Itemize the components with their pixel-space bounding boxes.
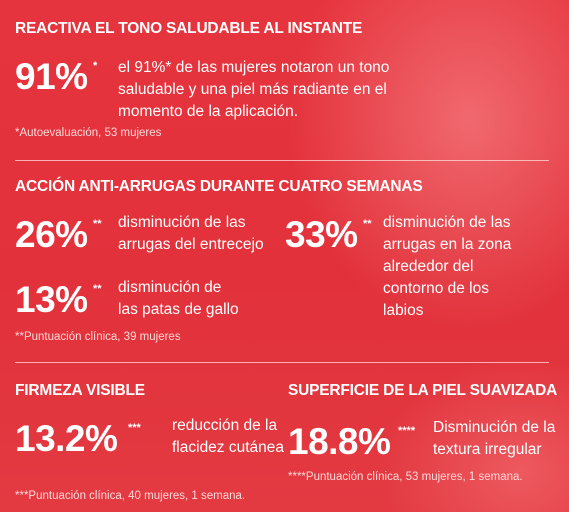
- divider: [15, 160, 549, 161]
- stat-text: reducción de la: [172, 417, 278, 434]
- stat-text: labios: [383, 302, 424, 319]
- stat-mark: ****: [398, 425, 416, 437]
- stat-mark: **: [363, 218, 372, 230]
- stat-mark: ***: [128, 422, 141, 434]
- stat-value: 13%: [15, 279, 88, 320]
- section-title: REACTIVA EL TONO SALUDABLE AL INSTANTE: [15, 20, 363, 37]
- stat-text: arrugas del entrecejo: [118, 236, 264, 253]
- footnote: ***Puntuación clínica, 40 mujeres, 1 sem…: [15, 490, 246, 502]
- stat-text: el 91%* de las mujeres notaron un tono: [118, 59, 390, 76]
- stat-value: 13.2%: [15, 418, 118, 459]
- stat-value: 18.8%: [288, 421, 391, 462]
- footnote: *Autoevaluación, 53 mujeres: [15, 127, 162, 139]
- stat-text: saludable y una piel más radiante en el: [118, 81, 387, 98]
- stat-text: alrededor del: [383, 258, 474, 275]
- stat-text: momento de la aplicación.: [118, 103, 299, 120]
- stat-mark: **: [93, 283, 102, 295]
- stat-text: arrugas en la zona: [383, 236, 512, 253]
- section-title: FIRMEZA VISIBLE: [15, 382, 145, 399]
- stat-value: 91%: [15, 56, 88, 97]
- stat-text: las patas de gallo: [118, 301, 239, 318]
- stat-text: disminución de las: [383, 214, 511, 231]
- stat-text: flacidez cutánea: [172, 439, 285, 456]
- stat-text: Disminución de la: [433, 419, 556, 436]
- stat-value: 26%: [15, 214, 88, 255]
- stat-mark: **: [93, 218, 102, 230]
- footnote: ****Puntuación clínica, 53 mujeres, 1 se…: [288, 471, 523, 483]
- stat-text: disminución de: [118, 279, 222, 296]
- stat-text: disminución de las: [118, 214, 246, 231]
- stat-text: contorno de los: [383, 280, 489, 297]
- footnote: **Puntuación clínica, 39 mujeres: [15, 331, 181, 343]
- stat-text: textura irregular: [433, 441, 542, 458]
- section-title: SUPERFICIE DE LA PIEL SUAVIZADA: [288, 382, 558, 399]
- section-title: ACCIÓN ANTI-ARRUGAS DURANTE CUATRO SEMAN…: [15, 178, 423, 195]
- stat-mark: *: [93, 60, 98, 72]
- stat-value: 33%: [285, 214, 358, 255]
- divider: [15, 362, 549, 363]
